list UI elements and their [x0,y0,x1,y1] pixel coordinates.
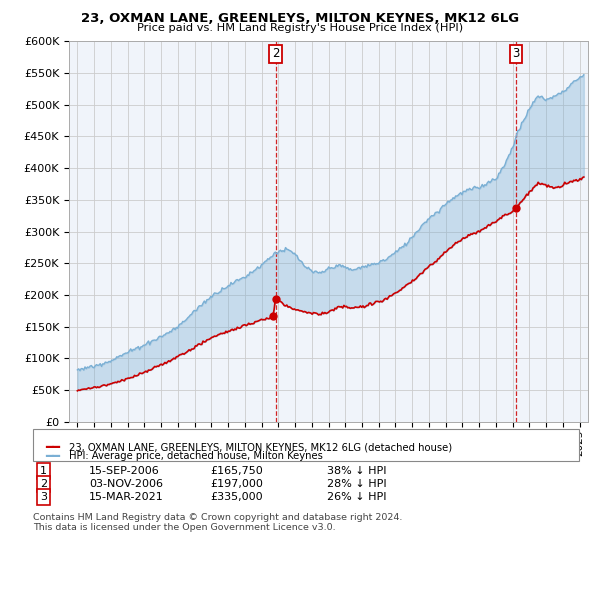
Text: 1: 1 [40,466,47,476]
Text: 15-SEP-2006: 15-SEP-2006 [89,466,160,476]
Text: 15-MAR-2021: 15-MAR-2021 [89,492,164,502]
Text: ━━: ━━ [45,450,60,463]
Text: This data is licensed under the Open Government Licence v3.0.: This data is licensed under the Open Gov… [33,523,335,532]
Text: HPI: Average price, detached house, Milton Keynes: HPI: Average price, detached house, Milt… [69,451,323,461]
Text: 38% ↓ HPI: 38% ↓ HPI [327,466,386,476]
Text: 28% ↓ HPI: 28% ↓ HPI [327,479,386,489]
Text: 26% ↓ HPI: 26% ↓ HPI [327,492,386,502]
Text: 23, OXMAN LANE, GREENLEYS, MILTON KEYNES, MK12 6LG (detached house): 23, OXMAN LANE, GREENLEYS, MILTON KEYNES… [69,442,452,453]
Text: 3: 3 [40,492,47,502]
Text: 23, OXMAN LANE, GREENLEYS, MILTON KEYNES, MK12 6LG: 23, OXMAN LANE, GREENLEYS, MILTON KEYNES… [81,12,519,25]
Text: Price paid vs. HM Land Registry's House Price Index (HPI): Price paid vs. HM Land Registry's House … [137,23,463,33]
Text: 2: 2 [40,479,47,489]
Text: 2: 2 [272,47,280,61]
Text: 3: 3 [512,47,520,61]
Text: £165,750: £165,750 [210,466,263,476]
Text: £197,000: £197,000 [210,479,263,489]
Text: £335,000: £335,000 [210,492,263,502]
Text: ━━: ━━ [45,441,60,454]
Text: 03-NOV-2006: 03-NOV-2006 [89,479,163,489]
Text: Contains HM Land Registry data © Crown copyright and database right 2024.: Contains HM Land Registry data © Crown c… [33,513,403,522]
